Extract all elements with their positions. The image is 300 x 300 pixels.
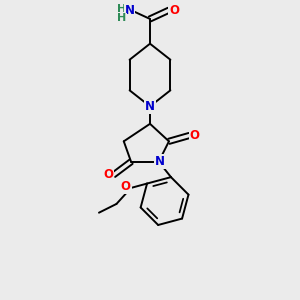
Text: O: O xyxy=(190,129,200,142)
Text: O: O xyxy=(103,168,113,181)
Text: H: H xyxy=(117,4,126,14)
Text: N: N xyxy=(124,4,135,17)
Text: O: O xyxy=(169,4,179,17)
Text: N: N xyxy=(155,155,165,168)
Text: H: H xyxy=(117,13,126,23)
Text: O: O xyxy=(121,180,131,193)
Text: N: N xyxy=(145,100,155,113)
